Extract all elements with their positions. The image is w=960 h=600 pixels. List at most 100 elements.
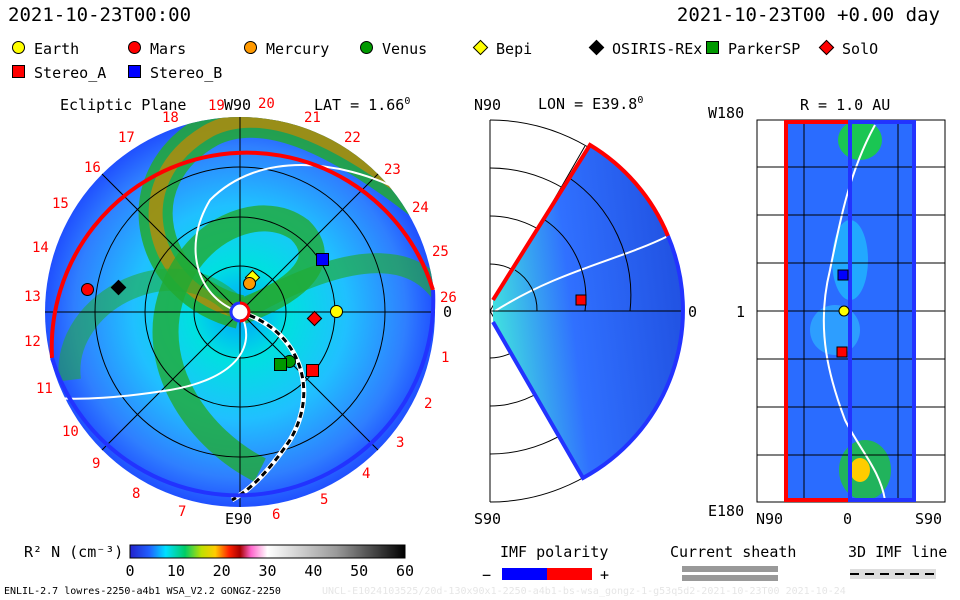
rotation-label: 16: [84, 160, 101, 176]
rotation-label: 13: [24, 289, 41, 305]
ecliptic-rim-positive: [49, 150, 435, 359]
radial-mid-left: 1: [736, 303, 746, 321]
ecliptic-bottom-label: E90: [225, 510, 253, 528]
datetime-right: 2021-10-23T00 +0.00 day: [676, 4, 940, 26]
ecliptic-rim-negative: [50, 289, 436, 498]
circle-marker-icon: [12, 40, 25, 58]
legend-item-parkersp: ParkerSP: [706, 40, 800, 58]
radial-title: R = 1.0 AU: [800, 96, 891, 114]
mercury-marker: [243, 277, 256, 290]
stereo-b-marker: [316, 253, 329, 266]
rotation-label: 4: [362, 466, 371, 482]
legend-label: SolO: [842, 40, 879, 58]
legend-item-osiris-rex: OSIRIS-REx: [588, 39, 703, 58]
colorbar-label: R² N (cm⁻³): [24, 543, 124, 561]
square-marker-icon: [12, 64, 25, 82]
rotation-label: 15: [52, 196, 69, 212]
meridional-bottom-label: S90: [474, 510, 502, 528]
legend-label: Venus: [382, 40, 428, 58]
rotation-label: 5: [320, 492, 329, 508]
legend-item-mercury: Mercury: [244, 40, 329, 58]
parker-sp-marker: [274, 358, 287, 371]
circle-marker-icon: [360, 40, 373, 58]
radial-x-left: N90: [756, 510, 784, 528]
ecliptic-sector-boundary: [194, 164, 401, 313]
legend-item-bepi: Bepi: [472, 39, 532, 58]
rotation-label: 20: [258, 96, 275, 112]
rotation-label: 6: [272, 507, 281, 523]
radial-top-left: W180: [708, 104, 745, 122]
earth-marker: [330, 305, 343, 318]
ecliptic-lat-label: LAT = 1.66: [314, 96, 405, 114]
colorbar-tick: 40: [304, 562, 323, 580]
rotation-label: 18: [162, 110, 179, 126]
rotation-label: 7: [178, 504, 187, 520]
colorbar-tick: 50: [350, 562, 369, 580]
meridional-lon: LON = E39.80: [538, 95, 643, 113]
meridional-sector-boundary: [494, 235, 669, 312]
mars-marker: [81, 283, 94, 296]
stereo-a-marker: [306, 364, 319, 377]
datetime-left: 2021-10-23T00:00: [8, 4, 192, 26]
footer-right: UNCL-E1024103525/20d-130x90x1-2250-a4b1-…: [322, 586, 846, 597]
colorbar-tick: 60: [396, 562, 415, 580]
rotation-label: 2: [424, 396, 433, 412]
radial-x-mid: 0: [843, 510, 853, 528]
legend-item-stereo-a: Stereo_A: [12, 64, 106, 82]
rotation-label: 25: [432, 244, 449, 260]
legend-item-stereo-b: Stereo_B: [128, 64, 222, 82]
rotation-label: 9: [92, 456, 101, 472]
rotation-label: 21: [304, 110, 321, 126]
legend-label: Stereo_B: [150, 64, 223, 82]
legend-item-earth: Earth: [12, 40, 79, 58]
ecliptic-top-label: W90: [224, 96, 252, 114]
imf-polarity-title: IMF polarity: [500, 543, 609, 561]
legend-item-solo: SolO: [818, 39, 879, 58]
stereo-a-meridional-marker: [575, 294, 587, 306]
legend-item-venus: Venus: [360, 40, 427, 58]
legend-label: Stereo_A: [34, 64, 107, 82]
current-sheath-swatch: [682, 566, 778, 581]
stereo-a-radial-marker: [836, 346, 848, 358]
legend-label: Mars: [150, 40, 187, 58]
radial-plot: [756, 119, 946, 503]
rotation-label: 17: [118, 130, 135, 146]
rotation-label: 11: [36, 381, 53, 397]
osiris-rex-marker: [110, 279, 127, 296]
rotation-label: 8: [132, 486, 141, 502]
ecliptic-spiral-streams: [58, 117, 435, 482]
ecliptic-lat: LAT = 1.660: [314, 96, 410, 114]
meridional-right-label: 0: [688, 303, 698, 321]
ecliptic-lat-degree: 0: [404, 96, 411, 107]
imf-polarity-bar: [502, 568, 592, 580]
imf-3d-title: 3D IMF line: [848, 543, 948, 561]
radial-bottom-left: E180: [708, 502, 745, 520]
current-sheath-title: Current sheath: [670, 543, 797, 561]
rotation-label: 14: [32, 240, 49, 256]
meridional-lon-label: LON = E39.8: [538, 95, 638, 113]
colorbar-tick: 10: [166, 562, 185, 580]
ecliptic-sector-boundary-2: [54, 311, 248, 400]
rotation-label: 23: [384, 162, 401, 178]
rotation-label: 10: [62, 424, 79, 440]
ecliptic-plane-plot: [45, 117, 436, 507]
imf-plus-label: +: [600, 566, 610, 584]
ecliptic-title: Ecliptic Plane: [60, 96, 187, 114]
meridional-top-label: N90: [474, 96, 502, 114]
stereo-b-radial-marker: [837, 269, 849, 281]
footer-left: ENLIL-2.7 lowres-2250-a4b1 WSA_V2.2 GONG…: [4, 586, 281, 597]
rotation-label: 24: [412, 200, 429, 216]
colorbar-tick: 0: [125, 562, 135, 580]
circle-marker-icon: [244, 40, 257, 58]
rotation-label: 19: [208, 98, 225, 114]
imf-minus-label: −: [482, 566, 492, 584]
earth-radial-marker: [838, 305, 850, 317]
colorbar: [129, 544, 406, 559]
rotation-label: 12: [24, 334, 41, 350]
legend-label: ParkerSP: [728, 40, 801, 58]
legend-label: OSIRIS-REx: [612, 40, 703, 58]
imf-line-swatch: [850, 569, 936, 579]
square-marker-icon: [706, 40, 719, 58]
